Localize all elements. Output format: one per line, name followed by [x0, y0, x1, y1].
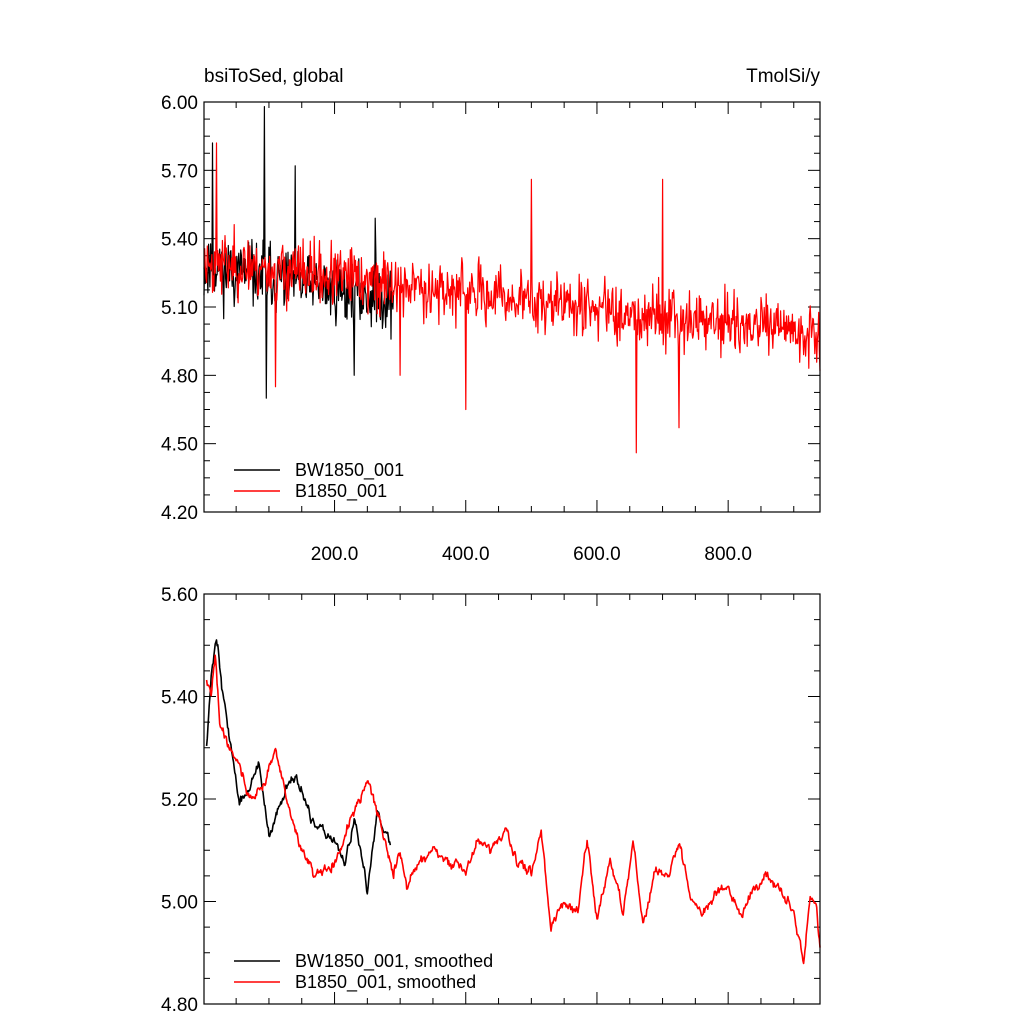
- chart-title-left: bsiToSed, global: [204, 66, 343, 87]
- x-tick-label: 800.0: [704, 544, 752, 565]
- y-tick-label: 5.40: [161, 230, 198, 251]
- legend: BW1850_001 B1850_001: [234, 460, 404, 502]
- series-line-bw1850-001-smoothed: [205, 639, 392, 895]
- series-layer: [205, 639, 821, 965]
- legend-label-bw1850: BW1850_001: [295, 460, 404, 481]
- series-layer: [203, 106, 821, 454]
- x-tick-label: 600.0: [573, 544, 621, 565]
- plot-frame: [203, 101, 821, 513]
- legend-label-bw1850-smoothed: BW1850_001, smoothed: [295, 951, 493, 972]
- series-line-b1850-001-smoothed: [205, 654, 821, 965]
- axis-ticks: 4.20 4.50 4.80 5.10 5.40 5.70 6.00 200.0 400.0 60…: [161, 93, 820, 565]
- series-line-b1850-001: [203, 142, 821, 454]
- y-tick-label: 5.00: [161, 893, 198, 914]
- x-tick-label: 400.0: [442, 544, 490, 565]
- y-tick-label: 4.20: [161, 503, 198, 524]
- y-tick-label: 5.40: [161, 688, 198, 709]
- chart-title-right: TmolSi/y: [746, 66, 820, 87]
- plot-frame: [203, 593, 821, 1005]
- y-tick-label: 5.20: [161, 790, 198, 811]
- legend: BW1850_001, smoothed B1850_001, smoothed: [234, 951, 493, 993]
- y-tick-label: 5.10: [161, 298, 198, 319]
- chart-panel-top: bsiToSed, global TmolSi/y 4.20 4.50 4.80 5.…: [161, 66, 821, 565]
- y-tick-label: 5.70: [161, 161, 198, 182]
- y-tick-label: 6.00: [161, 93, 198, 114]
- chart-panel-bottom: 4.80 5.00 5.20 5.40 5.60 BW1850_001, smoothe…: [161, 585, 821, 1016]
- y-tick-label: 4.80: [161, 995, 198, 1016]
- y-tick-label: 4.80: [161, 366, 198, 387]
- legend-label-b1850-smoothed: B1850_001, smoothed: [295, 972, 476, 993]
- y-tick-label: 5.60: [161, 585, 198, 606]
- y-tick-label: 4.50: [161, 435, 198, 456]
- legend-label-b1850: B1850_001: [295, 481, 387, 502]
- x-tick-label: 200.0: [311, 544, 359, 565]
